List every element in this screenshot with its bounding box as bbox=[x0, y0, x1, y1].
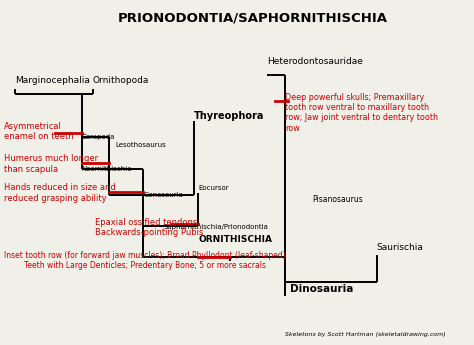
Text: Epaxial ossified tendons;
Backwards-pointing Pubis: Epaxial ossified tendons; Backwards-poin… bbox=[95, 218, 204, 237]
Text: Dinosauria: Dinosauria bbox=[290, 284, 353, 294]
Text: Inset tooth row (for forward jaw muscles); Broad Phyllodont (leaf-shaped)
Teeth : Inset tooth row (for forward jaw muscles… bbox=[4, 251, 285, 270]
Text: Skeletons by Scott Hartman (skeletaldrawing.com): Skeletons by Scott Hartman (skeletaldraw… bbox=[285, 332, 446, 337]
Text: Cerapoda: Cerapoda bbox=[82, 134, 115, 140]
Text: Saphornithischia/Prionodontia: Saphornithischia/Prionodontia bbox=[164, 224, 269, 230]
Text: Marginocephalia: Marginocephalia bbox=[15, 76, 90, 85]
Text: Saurischia: Saurischia bbox=[377, 243, 424, 252]
Text: Hands reduced in size and
reduced grasping ability: Hands reduced in size and reduced graspi… bbox=[4, 183, 116, 203]
Text: Eocursor: Eocursor bbox=[198, 185, 229, 191]
Text: PRIONODONTIA/SAPHORNITHISCHIA: PRIONODONTIA/SAPHORNITHISCHIA bbox=[118, 12, 388, 24]
Text: Deep powerful skulls; Premaxillary
tooth row ventral to maxillary tooth
row; Jaw: Deep powerful skulls; Premaxillary tooth… bbox=[285, 92, 438, 133]
Text: Neornithischia: Neornithischia bbox=[82, 166, 132, 172]
Text: Genasauria: Genasauria bbox=[143, 192, 183, 198]
Text: Pisanosaurus: Pisanosaurus bbox=[313, 195, 364, 204]
Text: ORNITHISCHIA: ORNITHISCHIA bbox=[198, 235, 272, 244]
Text: Lesothosaurus: Lesothosaurus bbox=[116, 142, 166, 148]
Text: Asymmetrical
enamel on teeth: Asymmetrical enamel on teeth bbox=[4, 122, 73, 141]
Text: Humerus much longer
than scapula: Humerus much longer than scapula bbox=[4, 154, 98, 174]
Text: Ornithopoda: Ornithopoda bbox=[93, 76, 149, 85]
Text: Heterodontosauridae: Heterodontosauridae bbox=[267, 57, 363, 66]
Text: Thyreophora: Thyreophora bbox=[194, 111, 264, 121]
